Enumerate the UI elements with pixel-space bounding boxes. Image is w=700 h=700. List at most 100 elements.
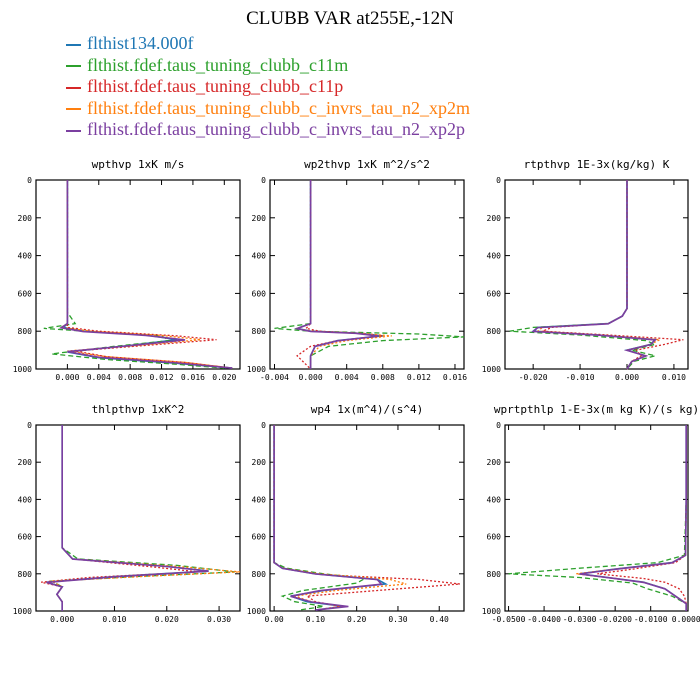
x-tick-label: -0.010 <box>566 373 595 382</box>
y-tick-label: 600 <box>487 289 502 298</box>
x-tick-label: 0.000 <box>615 373 639 382</box>
y-tick-label: 600 <box>252 289 267 298</box>
x-tick-label: 0.0000 <box>672 615 700 624</box>
y-tick-label: 0 <box>261 421 266 430</box>
x-tick-label: 0.000 <box>299 373 323 382</box>
y-tick-label: 1000 <box>482 365 501 374</box>
y-tick-label: 1000 <box>247 607 266 616</box>
series-line <box>274 180 465 369</box>
x-tick-label: 0.016 <box>181 373 205 382</box>
panel-frame <box>504 179 689 370</box>
series-line <box>576 425 687 611</box>
y-tick-label: 600 <box>18 533 33 542</box>
series-line <box>58 180 233 369</box>
panel-frame <box>35 179 241 370</box>
y-tick-label: 0 <box>496 176 501 185</box>
x-tick-label: 0.016 <box>443 373 467 382</box>
y-tick-label: 200 <box>487 214 502 223</box>
series-line <box>597 425 687 611</box>
series-line <box>531 180 657 370</box>
series-line <box>273 425 389 611</box>
panel-title: rtpthvp 1E-3x(kg/kg) K <box>524 158 670 171</box>
y-tick-label: 400 <box>487 495 502 504</box>
legend-swatch <box>66 65 81 68</box>
series-line <box>43 180 225 369</box>
series-line <box>66 180 233 369</box>
x-tick-label: -0.004 <box>260 373 289 382</box>
x-tick-label: -0.0300 <box>563 615 597 624</box>
legend: flthist134.000f flthist.fdef.taus_tuning… <box>66 33 626 141</box>
legend-label: flthist134.000f <box>87 33 194 53</box>
x-tick-label: 0.20 <box>347 615 366 624</box>
y-tick-label: 0 <box>496 421 501 430</box>
y-tick-label: 200 <box>252 214 267 223</box>
legend-label: flthist.fdef.taus_tuning_clubb_c_invrs_t… <box>87 97 470 118</box>
y-tick-label: 200 <box>252 458 267 467</box>
legend-swatch <box>66 43 81 46</box>
y-tick-label: 400 <box>252 495 267 504</box>
series-line <box>49 425 235 611</box>
y-tick-label: 1000 <box>13 365 32 374</box>
x-tick-label: 0.008 <box>371 373 395 382</box>
x-tick-label: -0.0400 <box>527 615 561 624</box>
legend-label: flthist.fdef.taus_tuning_clubb_c11m <box>87 54 349 75</box>
y-tick-label: 200 <box>18 458 33 467</box>
panel-title: wpthvp 1xK m/s <box>92 158 185 171</box>
x-tick-label: 0.010 <box>102 615 126 624</box>
panel-title: thlpthvp 1xK^2 <box>92 403 185 416</box>
panel-title: wp4 1x(m^4)/(s^4) <box>311 403 424 416</box>
y-tick-label: 400 <box>252 252 267 261</box>
x-tick-label: 0.000 <box>55 373 79 382</box>
x-tick-label: -0.020 <box>519 373 548 382</box>
x-tick-label: -0.0200 <box>598 615 632 624</box>
page-title: CLUBB VAR at255E,-12N <box>246 8 454 29</box>
x-tick-label: 0.00 <box>264 615 283 624</box>
legend-label: flthist.fdef.taus_tuning_clubb_c_invrs_t… <box>87 119 465 139</box>
series-line <box>579 425 687 611</box>
legend-swatch <box>66 86 81 89</box>
series-line <box>294 180 379 369</box>
series-line <box>273 425 384 611</box>
y-tick-label: 600 <box>487 533 502 542</box>
y-tick-label: 400 <box>487 252 502 261</box>
series-line <box>61 180 233 369</box>
y-tick-label: 1000 <box>13 607 32 616</box>
y-tick-label: 800 <box>18 570 33 579</box>
x-tick-label: 0.10 <box>306 615 325 624</box>
series-line <box>273 425 460 611</box>
series-line <box>273 425 367 611</box>
series-line <box>41 425 199 611</box>
panel-frame <box>504 424 689 612</box>
x-tick-label: -0.0100 <box>634 615 668 624</box>
x-tick-label: -0.0500 <box>492 615 526 624</box>
series-line <box>542 180 684 370</box>
y-tick-label: 0 <box>27 176 32 185</box>
x-tick-label: 0.012 <box>149 373 173 382</box>
y-tick-label: 200 <box>487 458 502 467</box>
y-tick-label: 200 <box>18 214 33 223</box>
y-tick-label: 1000 <box>247 365 266 374</box>
y-tick-label: 1000 <box>482 607 501 616</box>
y-tick-label: 600 <box>252 533 267 542</box>
x-tick-label: 0.004 <box>87 373 111 382</box>
panel-title: wp2thvp 1xK m^2/s^2 <box>304 158 430 171</box>
legend-label: flthist.fdef.taus_tuning_clubb_c11p <box>87 76 344 96</box>
y-tick-label: 800 <box>252 327 267 336</box>
x-tick-label: 0.020 <box>212 373 236 382</box>
x-tick-label: 0.004 <box>335 373 359 382</box>
x-tick-label: 0.010 <box>662 373 686 382</box>
panel-frame <box>269 424 465 612</box>
series-line <box>508 425 687 611</box>
x-tick-label: 0.000 <box>50 615 74 624</box>
y-tick-label: 800 <box>487 570 502 579</box>
legend-item: flthist.fdef.taus_tuning_clubb_c_invrs_t… <box>66 98 626 120</box>
y-tick-label: 0 <box>261 176 266 185</box>
x-tick-label: 0.40 <box>430 615 449 624</box>
series-line <box>273 425 407 611</box>
legend-item: flthist134.000f <box>66 33 626 55</box>
series-line <box>49 425 241 611</box>
panel-frame <box>269 179 465 370</box>
legend-item: flthist.fdef.taus_tuning_clubb_c_invrs_t… <box>66 119 626 141</box>
